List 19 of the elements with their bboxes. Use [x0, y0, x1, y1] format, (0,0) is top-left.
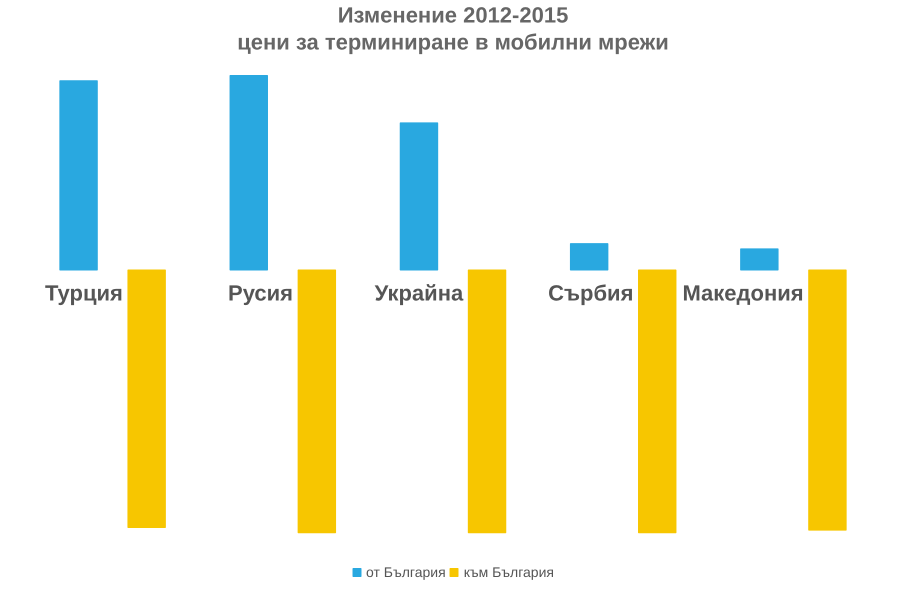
chart-subtitle: цени за терминиране в мобилни мрежи — [237, 30, 669, 54]
bar — [59, 80, 98, 270]
x-tick-label: Сърбия — [548, 280, 634, 306]
bar — [808, 269, 847, 531]
x-tick-label: Македония — [682, 280, 804, 306]
bar — [298, 269, 336, 534]
bar — [468, 269, 506, 534]
bar — [638, 269, 676, 534]
chart-title: Изменение 2012-2015 — [338, 2, 568, 28]
bar — [127, 269, 166, 528]
legend-label: от България — [366, 564, 446, 580]
bar — [740, 248, 779, 270]
bar — [230, 75, 268, 270]
bar — [570, 243, 608, 270]
x-tick-label: Русия — [228, 280, 294, 306]
x-tick-label: Турция — [44, 280, 123, 306]
bar — [400, 122, 438, 270]
x-tick-label: Украйна — [374, 280, 464, 306]
legend-label: към България — [464, 564, 554, 580]
